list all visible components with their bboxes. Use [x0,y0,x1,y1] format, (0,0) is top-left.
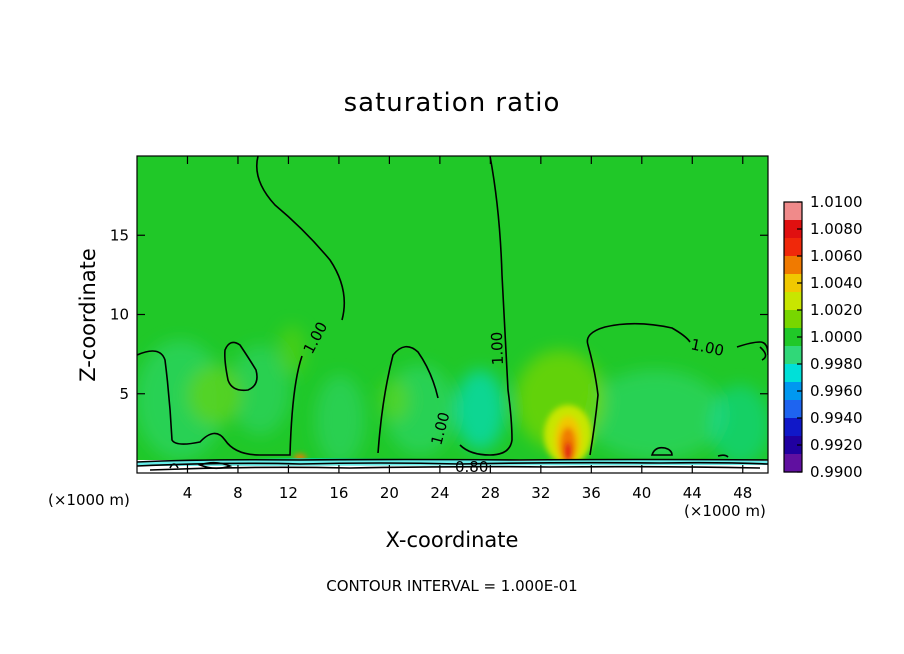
contour-line [224,341,258,392]
contour-line [736,341,768,356]
contour-line [256,156,346,321]
x-axis-label: X-coordinate [385,528,519,552]
colorbar-swatch [784,220,802,239]
contour-line [149,465,761,471]
colorbar-swatch [784,202,802,221]
contour-line [377,345,439,454]
contour-label: 1.00 [488,331,507,365]
contour-interval-note: CONTOUR INTERVAL = 1.000E-01 [326,577,578,595]
colorbar-label: 0.9920 [810,436,863,454]
x-tick-label: 40 [632,484,651,502]
x-tick-label: 32 [531,484,550,502]
colorbar-label: 1.0020 [810,301,863,319]
x-tick-label: 36 [582,484,601,502]
colorbar-swatch [784,256,802,275]
colorbar-label: 1.0080 [810,220,863,238]
colorbar-swatch [784,292,802,311]
y-tick-label: 5 [119,385,129,403]
y-axis-ticks: 5 10 15 [110,226,768,403]
colorbar-label: 1.0000 [810,328,863,346]
x-tick-label: 20 [380,484,399,502]
contour-line [459,156,513,456]
heatmap-field: 1.00 1.00 1.00 1.00 0.80 [137,156,768,476]
contour-line [137,458,768,463]
contour-label: 0.80 [455,458,488,476]
colorbar-swatch [784,238,802,257]
x-unit-left: (×1000 m) [48,491,130,509]
x-tick-label: 28 [481,484,500,502]
contour-line [717,454,729,458]
x-tick-label: 48 [733,484,752,502]
colorbar-swatch [784,418,802,437]
contour-line [759,346,767,361]
colorbar-label: 1.0040 [810,274,863,292]
colorbar-label: 0.9980 [810,355,863,373]
contour-line [586,322,691,456]
contour-line [650,446,673,456]
contour-line [137,350,303,456]
contour-line [169,463,179,469]
x-axis-ticks: 4 8 12 16 20 24 28 32 36 40 44 48 [183,156,752,502]
colorbar-label: 1.0100 [810,193,863,211]
x-tick-label: 16 [329,484,348,502]
x-tick-label: 12 [279,484,298,502]
contour-line [197,461,233,470]
x-tick-label: 24 [430,484,449,502]
colorbar-swatch [784,328,802,347]
x-unit-right: (×1000 m) [684,502,766,520]
colorbar-label: 0.9960 [810,382,863,400]
colorbar-label: 0.9900 [810,463,863,481]
x-tick-label: 44 [683,484,702,502]
x-tick-label: 4 [183,484,193,502]
contour-lines [137,156,768,471]
colorbar-swatch [784,436,802,455]
colorbar-swatch [784,400,802,419]
colorbar-swatch [784,310,802,329]
field-anomalies [137,325,768,465]
colorbar-label: 1.0060 [810,247,863,265]
y-tick-label: 15 [110,226,129,244]
colorbar: 1.0100 1.0080 1.0060 1.0040 1.0020 1.0000 0.99… [783,193,863,481]
saturated-maximum [294,405,592,465]
x-tick-label: 8 [233,484,243,502]
colorbar-swatch [784,454,802,473]
colorbar-swatch [784,346,802,365]
colorbar-swatch [784,274,802,293]
colorbar-label: 0.9940 [810,409,863,427]
colorbar-swatch [784,364,802,383]
chart-title: saturation ratio [343,88,561,118]
contour-line [137,461,768,467]
colorbar-swatch [784,382,802,401]
y-tick-label: 10 [110,306,129,324]
